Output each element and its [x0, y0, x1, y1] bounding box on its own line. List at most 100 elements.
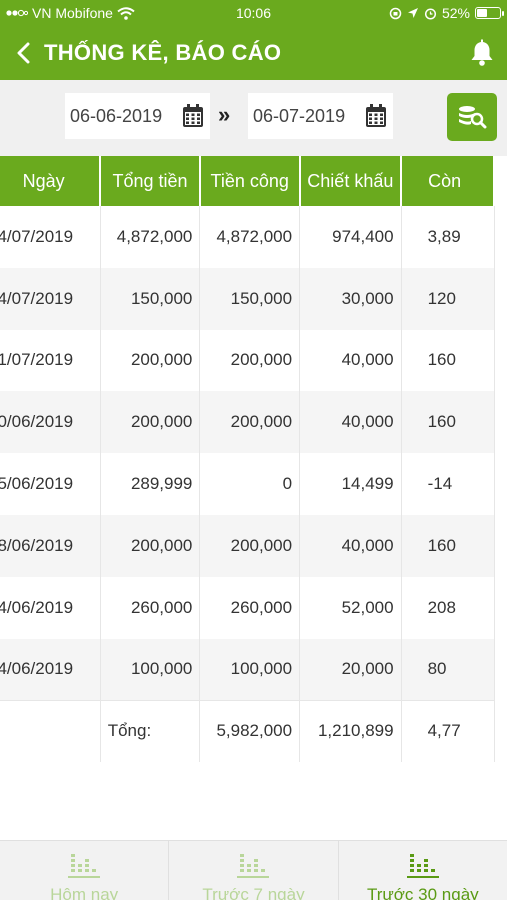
cell-date: 01/07/2019: [0, 329, 101, 392]
calendar-icon: [366, 104, 386, 127]
cell-tong-tien: 260,000: [100, 576, 201, 639]
cell-con: 160: [401, 329, 495, 392]
tab-label: Hôm nay: [50, 885, 119, 900]
date-filter-bar: 06-06-2019 » 06-07-2019: [0, 80, 507, 156]
back-button[interactable]: [8, 36, 38, 70]
wifi-icon: [117, 6, 135, 20]
cell-empty: [0, 699, 101, 762]
table-row[interactable]: 14/06/2019 260,000 260,000 52,000 208: [0, 576, 495, 639]
bar-chart-icon: [237, 854, 270, 878]
cell-tien-cong: 260,000: [199, 576, 301, 639]
table-total-row: Tổng: 5,982,000 1,210,899 4,77: [0, 699, 495, 762]
bell-icon: [471, 39, 493, 66]
table-row[interactable]: 18/06/2019 200,000 200,000 40,000 160: [0, 514, 495, 577]
battery-icon: [475, 7, 504, 19]
table-row[interactable]: 01/07/2019 200,000 200,000 40,000 160: [0, 329, 495, 392]
date-from-value: 06-06-2019: [70, 105, 163, 126]
cell-tong-tien: 200,000: [100, 514, 201, 577]
cell-tong-tien: 200,000: [100, 329, 201, 392]
cell-date: 18/06/2019: [0, 514, 101, 577]
search-report-icon: [459, 106, 487, 129]
notification-button[interactable]: [467, 37, 497, 69]
battery-fill: [477, 9, 488, 17]
table-row[interactable]: 04/07/2019 150,000 150,000 30,000 120: [0, 267, 495, 330]
tab-today[interactable]: Hôm nay: [0, 841, 170, 900]
alarm-icon: [424, 7, 437, 20]
cell-date: 14/06/2019: [0, 576, 101, 639]
column-header[interactable]: Tiền công: [199, 156, 301, 206]
status-left: VN Mobifone: [6, 5, 135, 21]
report-table-container[interactable]: Ngày Tổng tiền Tiền công Chiết khấu Còn …: [0, 156, 507, 762]
cell-con: 160: [401, 514, 495, 577]
tab-label: Trước 30 ngày: [366, 885, 479, 900]
signal-icon: [6, 9, 28, 17]
date-to-value: 06-07-2019: [253, 105, 346, 126]
cell-tien-cong: 200,000: [199, 391, 301, 454]
cell-chiet-khau: 974,400: [299, 206, 402, 268]
cell-chiet-khau: 40,000: [299, 329, 402, 392]
column-header[interactable]: Tổng tiền: [100, 156, 201, 206]
search-button[interactable]: [447, 93, 497, 141]
cell-date: 04/07/2019: [0, 206, 101, 268]
cell-con: -14: [401, 453, 495, 515]
date-from-field[interactable]: 06-06-2019: [65, 93, 210, 139]
page-title: THỐNG KÊ, BÁO CÁO: [44, 40, 282, 65]
cell-chiet-khau: 30,000: [299, 267, 402, 330]
cell-tien-cong: 4,872,000: [199, 206, 301, 268]
cell-con: 3,89: [401, 206, 495, 268]
date-to-field[interactable]: 06-07-2019: [248, 93, 393, 139]
tab-previous-30-days[interactable]: Trước 30 ngày: [339, 841, 507, 900]
back-chevron-icon: [17, 42, 30, 64]
tab-label: Trước 7 ngày: [202, 885, 305, 900]
total-tien-cong: 5,982,000: [199, 699, 301, 762]
cell-date: 25/06/2019: [0, 453, 101, 515]
bar-chart-icon: [406, 854, 439, 878]
cell-tong-tien: 289,999: [100, 453, 201, 515]
cell-tong-tien: 100,000: [100, 638, 201, 701]
table-header-row: Ngày Tổng tiền Tiền công Chiết khấu Còn: [0, 156, 495, 206]
cell-chiet-khau: 40,000: [299, 514, 402, 577]
cell-date: 14/06/2019: [0, 638, 101, 701]
status-right: 52%: [389, 5, 504, 21]
date-range-separator: »: [218, 102, 231, 127]
battery-percent: 52%: [441, 5, 470, 21]
column-header[interactable]: Chiết khấu: [299, 156, 403, 206]
table-row[interactable]: 14/06/2019 100,000 100,000 20,000 80: [0, 638, 495, 701]
cell-tien-cong: 0: [199, 453, 301, 515]
cell-tong-tien: 150,000: [100, 267, 201, 330]
total-con: 4,77: [401, 699, 495, 762]
total-label: Tổng:: [100, 699, 201, 762]
status-time: 10:06: [235, 5, 272, 21]
rotation-lock-icon: [389, 7, 402, 19]
cell-chiet-khau: 20,000: [299, 638, 402, 701]
table-row[interactable]: 04/07/2019 4,872,000 4,872,000 974,400 3…: [0, 206, 495, 268]
carrier-name: VN Mobifone: [32, 5, 113, 21]
cell-date: 30/06/2019: [0, 391, 101, 454]
cell-tien-cong: 100,000: [199, 638, 301, 701]
cell-con: 80: [401, 638, 495, 701]
cell-tien-cong: 200,000: [199, 514, 301, 577]
nav-bar: THỐNG KÊ, BÁO CÁO: [0, 26, 507, 80]
cell-con: 120: [401, 267, 495, 330]
bottom-tab-bar: Hôm nay Trước 7 ngày Trước 30 ngày: [0, 840, 507, 900]
calendar-icon: [183, 104, 203, 127]
cell-tong-tien: 200,000: [100, 391, 201, 454]
column-header[interactable]: Còn: [401, 156, 495, 206]
cell-con: 208: [401, 576, 495, 639]
cell-tien-cong: 150,000: [199, 267, 301, 330]
location-icon: [407, 8, 418, 18]
cell-chiet-khau: 40,000: [299, 391, 402, 454]
cell-tong-tien: 4,872,000: [100, 206, 201, 268]
column-header[interactable]: Ngày: [0, 156, 102, 206]
table-row[interactable]: 25/06/2019 289,999 0 14,499 -14: [0, 453, 495, 515]
total-chiet-khau: 1,210,899: [299, 699, 402, 762]
table-row[interactable]: 30/06/2019 200,000 200,000 40,000 160: [0, 391, 495, 454]
cell-chiet-khau: 14,499: [299, 453, 402, 515]
cell-date: 04/07/2019: [0, 267, 101, 330]
tab-previous-7-days[interactable]: Trước 7 ngày: [169, 841, 339, 900]
report-table: Ngày Tổng tiền Tiền công Chiết khấu Còn …: [0, 156, 495, 762]
status-bar: VN Mobifone 10:06 52%: [0, 0, 507, 26]
cell-tien-cong: 200,000: [199, 329, 301, 392]
cell-chiet-khau: 52,000: [299, 576, 402, 639]
cell-con: 160: [401, 391, 495, 454]
